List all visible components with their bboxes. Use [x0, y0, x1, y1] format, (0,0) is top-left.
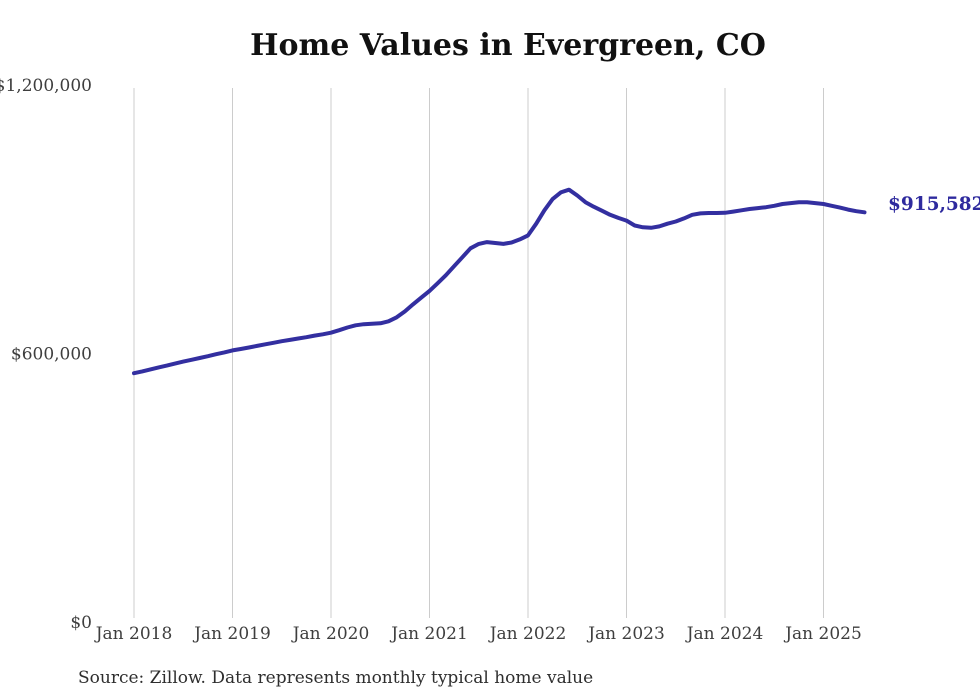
- y-axis-tick-labels: $0 $600,000 $1,200,000: [0, 76, 92, 633]
- x-tick-label: Jan 2023: [586, 624, 665, 644]
- x-tick-label: Jan 2020: [291, 624, 370, 644]
- y-tick-label: $0: [70, 613, 92, 633]
- y-tick-label: $600,000: [11, 345, 92, 365]
- source-note: Source: Zillow. Data represents monthly …: [78, 668, 593, 688]
- x-tick-label: Jan 2018: [94, 624, 173, 644]
- latest-value-label: $915,582: [888, 194, 980, 215]
- x-axis-tick-labels: Jan 2018 Jan 2019 Jan 2020 Jan 2021 Jan 2022…: [94, 624, 862, 644]
- x-tick-label: Jan 2024: [685, 624, 764, 644]
- x-tick-label: Jan 2021: [389, 624, 468, 644]
- y-tick-label: $1,200,000: [0, 76, 92, 96]
- x-tick-label: Jan 2022: [488, 624, 567, 644]
- x-tick-label: Jan 2019: [192, 624, 271, 644]
- gridlines-group: [133, 88, 824, 618]
- x-tick-label: Jan 2025: [783, 624, 862, 644]
- chart-title: Home Values in Evergreen, CO: [250, 28, 766, 63]
- home-value-line-series: [132, 187, 867, 376]
